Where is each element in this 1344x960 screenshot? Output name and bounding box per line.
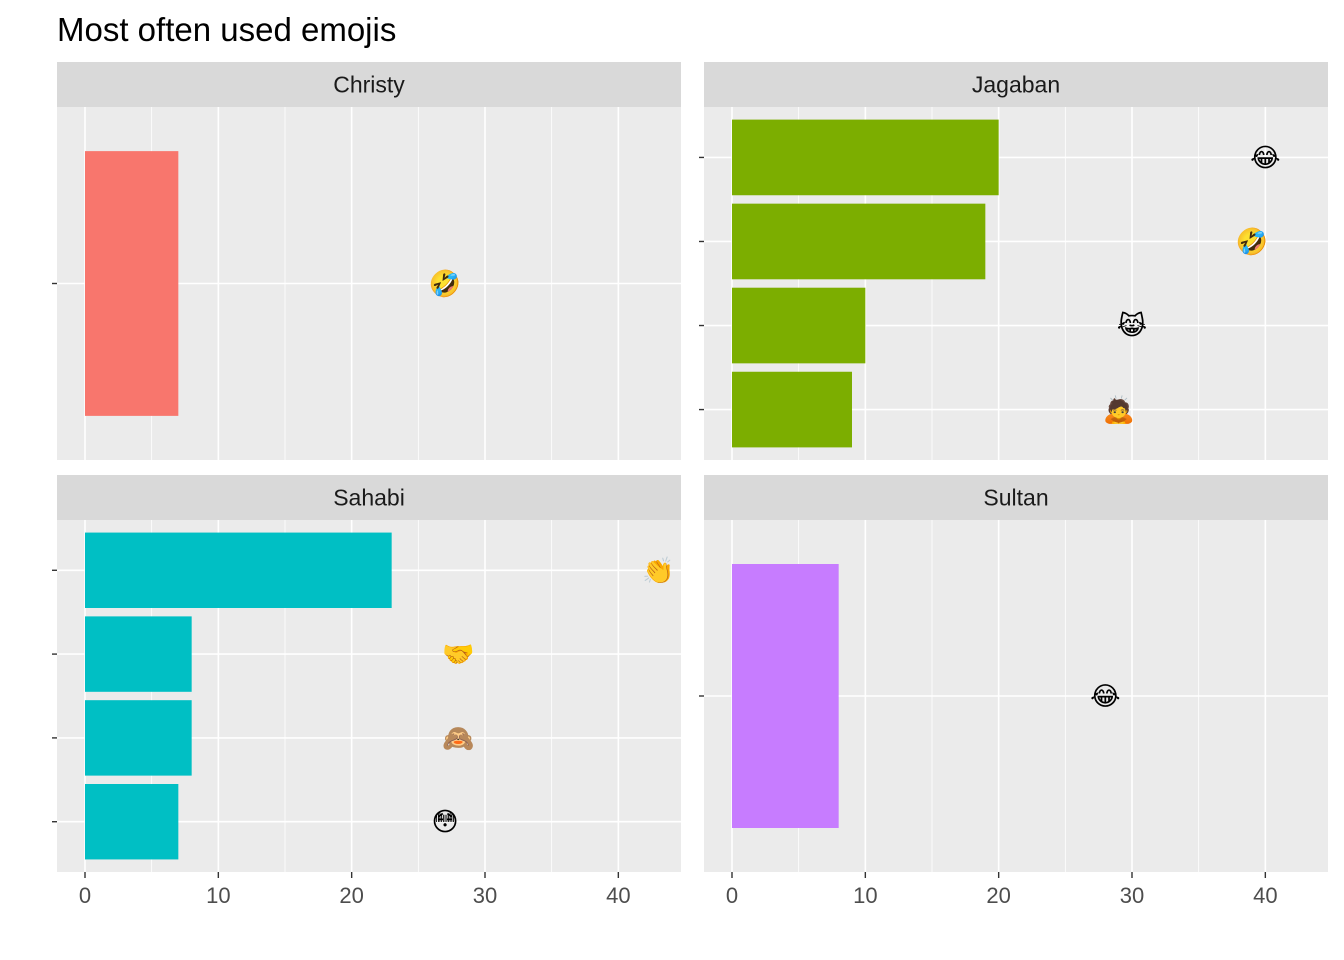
facet-label: Sultan <box>983 485 1048 511</box>
bar <box>85 616 192 692</box>
bar <box>732 371 852 448</box>
x-tick-label: 10 <box>853 883 877 908</box>
facet-strip <box>704 475 1328 520</box>
facet-label: Christy <box>333 72 405 98</box>
cat-with-tears-of-joy-icon: 😹 <box>1117 312 1147 342</box>
see-no-evil-monkey-icon: 🙈 <box>442 724 474 754</box>
x-tick-label: 40 <box>606 883 630 908</box>
face-with-tears-of-joy-icon: 😂 <box>1250 143 1280 173</box>
bar <box>732 287 866 364</box>
bar <box>85 151 179 416</box>
facet-panel-sultan: Sultan 😂 0 10 20 30 40 <box>699 475 1328 908</box>
x-tick-label: 20 <box>986 883 1010 908</box>
facet-panel-sahabi: Sahabi 👏 🤝 🙈 😳 0 10 20 30 40 <box>52 475 681 908</box>
facet-strip <box>57 62 681 107</box>
x-tick-label: 0 <box>726 883 738 908</box>
x-tick-label: 0 <box>79 883 91 908</box>
face-with-tears-of-joy-icon: 😂 <box>1090 682 1120 712</box>
x-tick-label: 40 <box>1253 883 1277 908</box>
bar <box>85 532 392 608</box>
bar <box>732 119 999 196</box>
chart-title: Most often used emojis <box>57 11 396 48</box>
facet-label: Jagaban <box>972 72 1060 98</box>
bar <box>85 784 179 860</box>
facet-strip <box>704 62 1328 107</box>
facet-panels: Christy🤣Jagaban😂🤣😹🙇Sahabi👏🤝🙈😳0 10 20 30 40Su… <box>52 62 1328 908</box>
facet-panel-jagaban: Jagaban 😂 🤣 😹 🙇 <box>699 62 1328 460</box>
x-tick-label: 20 <box>339 883 363 908</box>
x-tick-label: 30 <box>473 883 497 908</box>
bar <box>732 203 986 280</box>
facet-label: Sahabi <box>333 485 405 511</box>
rolling-on-floor-laughing-icon: 🤣 <box>1235 226 1268 258</box>
rolling-on-floor-laughing-icon: 🤣 <box>428 269 461 301</box>
flushed-face-icon: 😳 <box>431 808 458 838</box>
x-tick-label: 30 <box>1120 883 1144 908</box>
clapping-hands-icon: 👏 <box>642 555 674 586</box>
bar <box>85 700 192 776</box>
person-bowing-icon: 🙇 <box>1102 395 1134 426</box>
facet-strip <box>57 475 681 520</box>
facet-panel-christy: Christy 🤣 <box>52 62 681 460</box>
x-tick-label: 10 <box>206 883 230 908</box>
handshake-icon: 🤝 <box>442 640 474 670</box>
bar <box>732 564 839 828</box>
